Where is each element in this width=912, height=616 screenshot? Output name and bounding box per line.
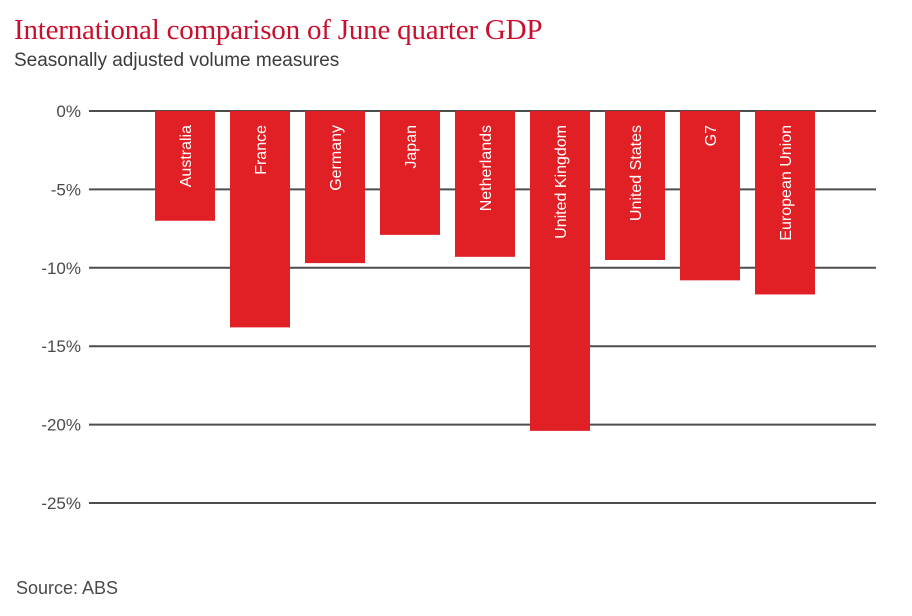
bar	[155, 111, 215, 221]
bar-category-label: France	[253, 125, 270, 175]
bar	[680, 111, 740, 281]
bar-category-label: Australia	[178, 125, 195, 187]
bar-category-label: G7	[703, 125, 720, 146]
bar	[530, 111, 590, 431]
bar	[455, 111, 515, 257]
bar-category-label: United Kingdom	[553, 125, 570, 239]
y-tick-label: 0%	[56, 102, 81, 121]
chart-subtitle: Seasonally adjusted volume measures	[14, 50, 340, 71]
y-tick-label: -20%	[41, 416, 81, 435]
y-tick-label: -10%	[41, 259, 81, 278]
bar	[755, 111, 815, 295]
bar	[230, 111, 290, 328]
y-axis-tick-labels: 0% -5% -10% -15% -20% -25%	[41, 102, 81, 513]
chart-title: International comparison of June quarter…	[14, 14, 543, 46]
bar-category-label: United States	[628, 125, 645, 221]
bar-labels: Australia France Germany Japan Netherlands Un…	[178, 125, 795, 241]
y-tick-label: -5%	[51, 180, 81, 199]
y-tick-label: -15%	[41, 337, 81, 356]
y-tick-label: -25%	[41, 494, 81, 513]
bar-category-label: Japan	[403, 125, 420, 169]
bar-category-label: Netherlands	[478, 125, 495, 211]
bar-category-label: Germany	[328, 125, 345, 191]
source-note: Source: ABS	[16, 578, 119, 598]
bar	[605, 111, 665, 260]
bars	[155, 111, 815, 431]
bar	[305, 111, 365, 264]
bar	[380, 111, 440, 235]
bar-category-label: European Union	[778, 125, 795, 241]
